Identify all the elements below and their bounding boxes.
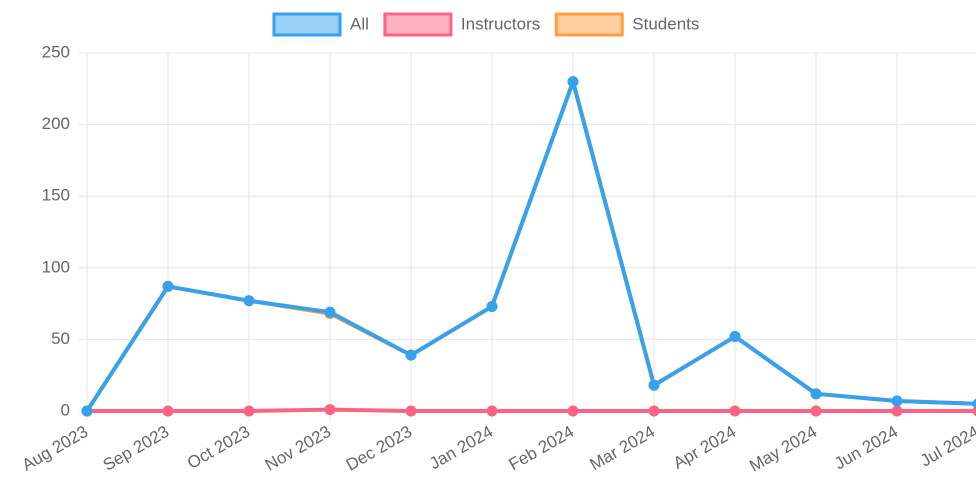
- point: [891, 395, 903, 407]
- y-tick-label: 200: [42, 114, 70, 133]
- x-tick-label: Oct 2023: [184, 422, 253, 473]
- x-tick-label: Jun 2024: [831, 422, 901, 473]
- y-tick-label: 100: [42, 257, 70, 276]
- point: [324, 306, 336, 318]
- x-tick-label: Jan 2024: [426, 422, 496, 473]
- point: [567, 76, 579, 88]
- point: [243, 405, 255, 417]
- point: [972, 398, 976, 409]
- point: [729, 331, 741, 343]
- point: [567, 405, 579, 417]
- point: [486, 405, 498, 417]
- point: [891, 405, 903, 417]
- point: [162, 280, 174, 292]
- x-tick-label: Feb 2024: [506, 422, 578, 474]
- y-tick-label: 150: [42, 186, 70, 205]
- legend-swatch: [272, 12, 342, 37]
- legend-label: All: [350, 14, 369, 33]
- legend-label: Students: [632, 14, 699, 33]
- point: [648, 405, 660, 417]
- x-tick-label: Aug 2023: [19, 422, 92, 475]
- point: [405, 405, 417, 417]
- x-tick-label: Sep 2023: [100, 422, 173, 475]
- legend-label: Instructors: [461, 14, 540, 33]
- x-tick-label: Mar 2024: [587, 422, 659, 474]
- legend-swatch: [383, 12, 453, 37]
- point: [243, 295, 255, 307]
- point: [405, 349, 417, 361]
- point: [972, 405, 976, 417]
- point: [324, 404, 336, 416]
- y-tick-label: 0: [61, 400, 70, 419]
- x-tick-label: Dec 2023: [343, 422, 416, 475]
- point: [81, 405, 93, 417]
- series-line: [85, 79, 976, 413]
- point: [486, 300, 498, 312]
- series-line: [87, 407, 976, 413]
- point: [810, 388, 822, 400]
- x-tick-label: Nov 2023: [262, 422, 335, 475]
- point: [729, 405, 741, 417]
- legend-swatch: [554, 12, 624, 37]
- y-tick-label: 250: [42, 42, 70, 61]
- y-tick-label: 50: [51, 329, 70, 348]
- point: [810, 405, 822, 417]
- point: [162, 405, 174, 417]
- x-tick-label: May 2024: [746, 422, 820, 476]
- series-line: [85, 79, 976, 413]
- x-tick-label: Jul 2024: [917, 422, 976, 471]
- x-tick-label: Apr 2024: [670, 422, 739, 473]
- point: [648, 379, 660, 391]
